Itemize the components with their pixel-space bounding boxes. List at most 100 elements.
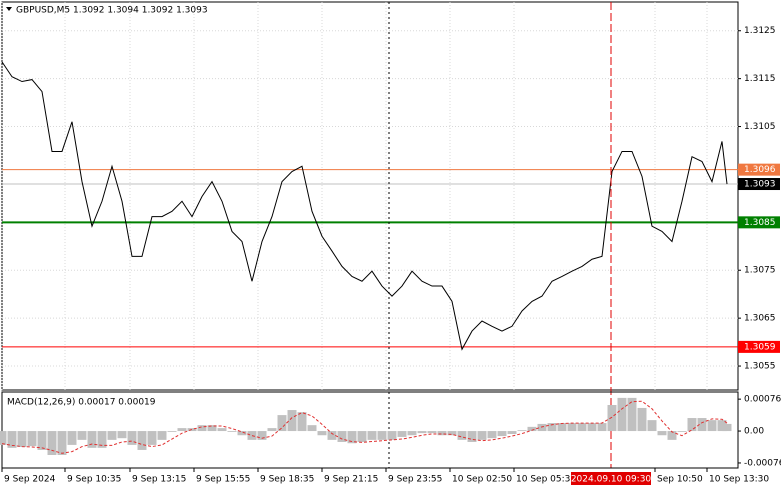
cursor-tag [571,472,651,485]
histogram-bar [67,431,77,445]
histogram-bar [447,431,457,436]
plot-frame [1,391,739,469]
histogram-bar [697,418,707,432]
histogram-bar [107,431,117,440]
histogram-bar [597,423,607,432]
histogram-bar [477,431,487,440]
level-tag [738,216,780,229]
level-tag [738,178,780,191]
histogram-bar [127,431,137,445]
histogram-bar [187,428,197,432]
histogram-bar [327,431,337,440]
histogram-bar [47,431,57,455]
menu-arrow [6,7,12,11]
plot-frame [1,1,739,391]
histogram-bar [167,431,177,432]
x-tick-label: 9 Sep 23:55 [388,475,442,485]
macd-title: MACD(12,26,9) 0.00017 0.00019 [7,398,156,408]
histogram-bar [587,423,597,432]
y-tick-label: -0.00076 [744,458,781,468]
series-line [1,400,728,454]
y-tick-label: 1.3105 [744,122,776,132]
y-tick-label: 1.3065 [744,314,776,324]
histogram-bar [217,428,227,432]
histogram-bar [467,431,477,442]
histogram-bar [397,431,407,437]
histogram-bar [347,431,357,444]
y-tick-label: 1.3055 [744,362,776,372]
histogram-bar [677,431,687,432]
histogram-bar [267,428,277,432]
x-tick-label: 9 Sep 15:55 [196,475,250,485]
x-tick-label: 9 Sep 2024 [4,475,56,485]
histogram-bar [367,431,377,440]
histogram-bar [507,431,517,434]
y-tick-label: 1.3075 [744,266,776,276]
x-tick-label: 10 Sep 13:30 [709,475,769,485]
y-tick-label: 0.00 [744,427,764,437]
histogram-bar [387,431,397,440]
level-label: 1.3059 [744,342,776,352]
level-tag [738,163,780,176]
y-tick-label: 1.3125 [744,26,776,36]
histogram-bar [237,431,247,436]
histogram-bar [307,425,317,432]
histogram-bar [567,423,577,432]
histogram-bar [177,428,187,432]
histogram-bar [627,397,637,432]
histogram-bar [617,397,627,432]
histogram-bar [722,423,732,432]
x-tick-label: 9 Sep 13:15 [132,475,186,485]
histogram-bar [0,431,7,445]
histogram-bar [437,431,447,436]
level-tag [738,340,780,353]
histogram-bar [417,431,427,434]
histogram-bar [297,412,307,432]
histogram-bar [487,431,497,439]
histogram-bar [77,431,87,440]
series-line [1,61,728,351]
histogram-bar [17,431,27,448]
histogram-bar [147,431,157,445]
histogram-bar [27,431,37,447]
histogram-bar [337,431,347,442]
histogram-bar [357,431,367,442]
histogram-bar [287,410,297,432]
level-label: 1.3096 [744,165,776,175]
x-tick-label: 9 Sep 10:35 [67,475,121,485]
histogram-bar [657,431,667,436]
histogram-bar [57,431,67,455]
histogram-bar [517,430,527,432]
histogram-bar [117,431,127,439]
histogram-bar [667,431,677,440]
histogram-bar [717,420,727,432]
histogram-bar [257,431,267,440]
histogram-bar [527,426,537,432]
chart-title: GBPUSD,M5 1.3092 1.3094 1.3092 1.3093 [16,6,208,16]
histogram-bar [687,418,697,432]
level-label: 1.3093 [744,180,776,190]
x-tick-label: 9 Sep 21:15 [324,475,378,485]
histogram-bar [97,431,107,448]
histogram-bar [637,407,647,432]
histogram-bar [647,420,657,432]
histogram-bar [207,425,217,432]
histogram-bar [707,420,717,432]
histogram-bar [457,431,467,440]
cursor-label: 2024.09.10 09:30 [571,475,652,485]
x-tick-label: Sep 10:50 [657,475,703,485]
histogram-bar [497,431,507,437]
histogram-bar [377,431,387,440]
histogram-bar [157,431,167,440]
histogram-bar [7,431,17,448]
histogram-bar [607,405,617,432]
histogram-bar [407,431,417,436]
level-label: 1.3085 [744,218,776,228]
histogram-bar [87,431,97,448]
y-tick-label: 0.00076 [744,395,781,405]
histogram-bar [537,423,547,432]
y-tick-label: 1.3115 [744,74,776,84]
histogram-bar [577,423,587,432]
